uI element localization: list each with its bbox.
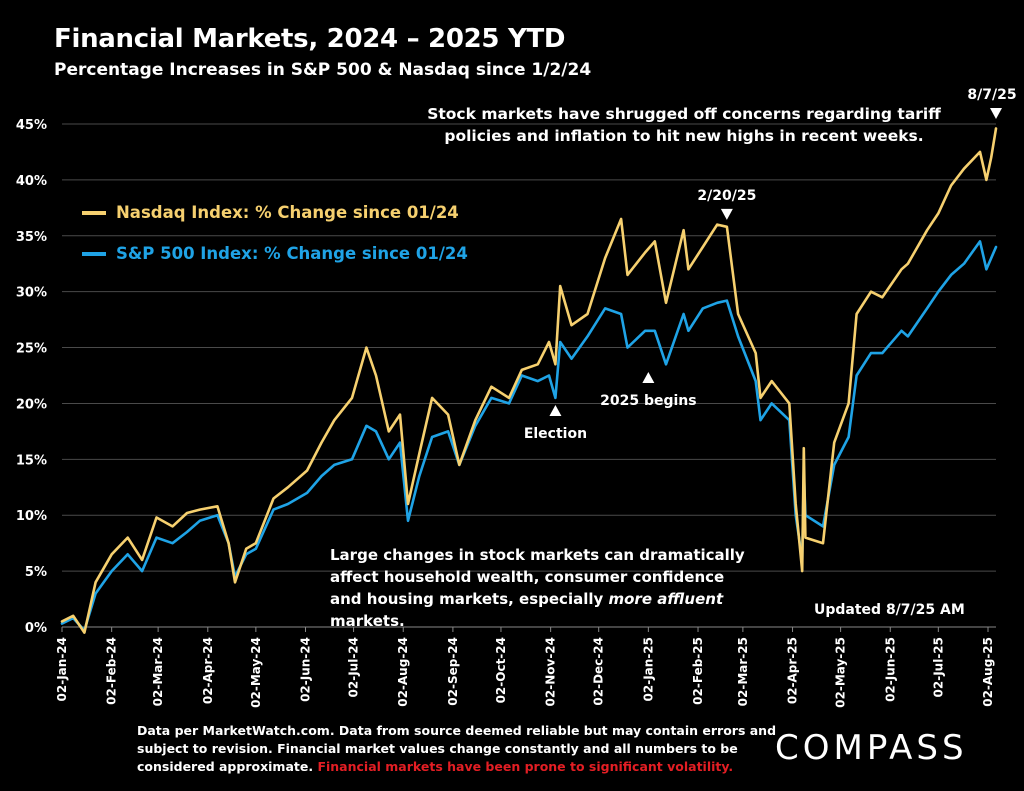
y-tick-label: 5%	[25, 565, 47, 580]
x-tick-label: 02-May-24	[249, 637, 263, 708]
series-lines	[60, 127, 998, 634]
legend-label-nasdaq: Nasdaq Index: % Change since 01/24	[116, 203, 459, 222]
up-arrow-icon	[549, 405, 562, 416]
chart-subtitle: Percentage Increases in S&P 500 & Nasdaq…	[54, 60, 592, 80]
legend-item-nasdaq: Nasdaq Index: % Change since 01/24	[82, 203, 459, 222]
x-axis-ticks: 02-Jan-24 02-Feb-24 02-Mar-24 02-Apr-24 02-M…	[55, 626, 996, 708]
x-tick-label: 02-Jun-25	[883, 637, 897, 702]
chart-title: Financial Markets, 2024 – 2025 YTD	[54, 24, 566, 54]
x-tick-label: 02-Jul-24	[347, 637, 361, 697]
annotation-label: 8/7/25	[967, 87, 1016, 103]
compass-logo: COMPASS	[775, 728, 968, 768]
x-tick-label: 02-Dec-24	[592, 637, 606, 706]
legend-label-sp500: S&P 500 Index: % Change since 01/24	[116, 244, 468, 263]
x-tick-label: 02-Jul-25	[931, 637, 945, 697]
x-tick-label: 02-May-25	[834, 637, 848, 708]
footer-disclaimer: Data per MarketWatch.com. Data from sour…	[137, 722, 777, 776]
x-tick-label: 02-Apr-25	[786, 637, 800, 704]
note-middle-emphasis: more affluent	[608, 590, 724, 608]
legend-swatch-sp500	[82, 251, 106, 256]
note-top: Stock markets have shrugged off concerns…	[427, 105, 941, 145]
x-tick-label: 02-Mar-24	[151, 637, 165, 706]
down-arrow-icon	[990, 108, 1002, 119]
annotation-label: 2025 begins	[600, 393, 696, 409]
x-tick-label: 02-Jun-24	[299, 637, 313, 702]
y-tick-label: 30%	[16, 286, 47, 301]
x-tick-label: 02-Sep-24	[446, 637, 460, 706]
x-tick-label: 02-Nov-24	[544, 637, 558, 706]
note-middle: Large changes in stock markets can drama…	[330, 544, 760, 632]
y-tick-label: 40%	[16, 174, 47, 189]
x-tick-label: 02-Aug-25	[981, 637, 995, 707]
legend-swatch-nasdaq	[82, 210, 106, 215]
annotation-label: 2/20/25	[697, 188, 756, 204]
y-tick-label: 10%	[16, 509, 47, 524]
y-tick-label: 0%	[25, 621, 47, 636]
x-tick-label: 02-Jan-25	[641, 637, 655, 701]
x-tick-label: 02-Aug-24	[396, 637, 410, 707]
x-tick-label: 02-Feb-25	[691, 637, 705, 705]
y-axis-ticks: 0% 5% 10% 15% 20% 25% 30% 35% 40% 45%	[16, 118, 47, 636]
note-middle-text: Large changes in stock markets can drama…	[330, 546, 745, 608]
note-middle-end: markets.	[330, 612, 405, 630]
x-tick-label: 02-Jan-24	[55, 637, 69, 701]
nasdaq-line	[60, 127, 998, 634]
y-tick-label: 45%	[16, 118, 47, 133]
y-tick-label: 20%	[16, 397, 47, 412]
x-tick-label: 02-Apr-24	[201, 637, 215, 704]
updated-label: Updated 8/7/25 AM	[814, 602, 965, 618]
legend-item-sp500: S&P 500 Index: % Change since 01/24	[82, 244, 468, 263]
footer-text: Data per MarketWatch.com. Data from sour…	[137, 723, 777, 774]
x-tick-label: 02-Oct-24	[494, 637, 508, 703]
y-tick-label: 35%	[16, 230, 47, 245]
footer-warning: Financial markets have been prone to sig…	[317, 759, 734, 774]
annotations: Election 2025 begins 2/20/25 8/7/25	[524, 87, 1017, 442]
down-arrow-icon	[720, 208, 733, 220]
y-tick-label: 15%	[16, 453, 47, 468]
y-tick-label: 25%	[16, 342, 47, 357]
up-arrow-icon	[642, 372, 655, 383]
annotation-label: Election	[524, 426, 587, 442]
x-tick-label: 02-Mar-25	[736, 637, 750, 706]
x-tick-label: 02-Feb-24	[105, 637, 119, 705]
